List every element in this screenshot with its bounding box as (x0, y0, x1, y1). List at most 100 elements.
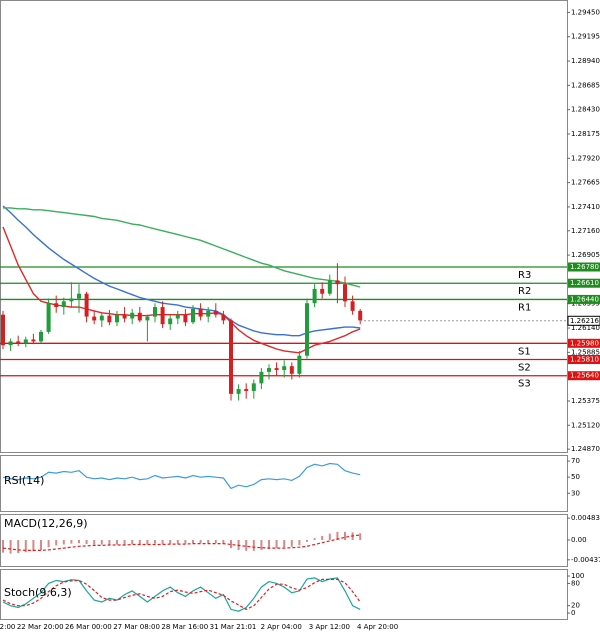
macd-bar (100, 540, 103, 545)
macd-bar (17, 540, 20, 554)
macd-bar (123, 540, 126, 545)
candle-body (69, 298, 74, 302)
macd-bar (131, 540, 134, 545)
candle-body (92, 316, 97, 321)
macd-bar (214, 540, 217, 544)
macd-bar (336, 531, 339, 540)
last-price-box (567, 315, 600, 326)
y-tick-label: 80 (571, 579, 580, 587)
candle-body (312, 288, 317, 304)
candle-body (236, 389, 241, 394)
macd-bar (321, 535, 324, 540)
level-name: S1 (518, 346, 531, 357)
y-tick-label: 1.27410 (571, 203, 600, 211)
macd-bar (161, 540, 164, 545)
y-tick-label: 1.26140 (571, 324, 600, 332)
y-tick-label: 1.28430 (571, 106, 600, 114)
macd-bar (55, 540, 58, 546)
y-tick-label: 1.27920 (571, 154, 600, 162)
x-tick-label: 22 Mar 20:00 (17, 623, 64, 631)
candle-body (213, 310, 218, 315)
level-price-box (568, 262, 600, 272)
macd-bar (116, 540, 118, 545)
level-price-label: 1.25980 (570, 339, 599, 347)
y-tick-label: 70 (571, 457, 580, 465)
candle-body (46, 303, 51, 332)
level-price-box (568, 278, 600, 288)
level-price-box (568, 371, 600, 381)
level-price-box (568, 355, 600, 365)
y-tick-label: 30 (571, 489, 580, 497)
last-price-label: 1.26216 (570, 317, 599, 325)
level-price-label: 1.26780 (570, 263, 599, 271)
y-tick-label: 1.26905 (571, 251, 600, 259)
candle-body (244, 389, 249, 391)
x-tick-label: 2 Apr 04:00 (261, 623, 302, 631)
candle-body (320, 288, 325, 294)
level-price-label: 1.26610 (570, 279, 599, 287)
macd-bar (207, 540, 210, 544)
candle-body (343, 284, 347, 302)
candle-body (8, 341, 13, 346)
macd-bar (306, 540, 308, 542)
y-tick-label: 1.28940 (571, 57, 600, 65)
macd-bar (199, 540, 202, 544)
level-name: S3 (518, 379, 531, 390)
macd-bar (245, 540, 248, 551)
candle-body (175, 314, 180, 319)
indicator-title: Stoch(9,6,3) (4, 586, 72, 599)
level-price-label: 1.26440 (570, 295, 599, 303)
y-tick-label: 1.24870 (571, 445, 600, 453)
x-tick-label: 27 Mar 08:00 (113, 623, 160, 631)
panel-frame (0, 0, 568, 453)
candle-body (183, 314, 188, 323)
y-tick-label: 1.27665 (571, 179, 600, 187)
moving-average (3, 207, 361, 288)
candle-body (23, 339, 28, 344)
indicator-title: RSI(14) (4, 474, 44, 487)
macd-bar (359, 533, 362, 540)
macd-bar (47, 540, 50, 548)
macd-bar (328, 533, 331, 540)
y-tick-label: 1.28175 (571, 130, 600, 138)
candle-body (229, 320, 233, 394)
y-tick-label: 1.25885 (571, 348, 600, 356)
macd-bar (9, 540, 12, 554)
macd-bar (230, 540, 232, 549)
moving-average (2, 205, 361, 337)
candle-body (267, 368, 271, 372)
macd-bar (146, 540, 149, 545)
y-tick-label: 1.25120 (571, 421, 600, 429)
x-tick-label: 28 Mar 16:00 (161, 623, 208, 631)
indicator-line (2, 577, 361, 612)
level-price-box (568, 338, 600, 348)
macd-bar (62, 540, 65, 545)
candle-body (1, 314, 5, 346)
y-tick-label: 100 (571, 572, 584, 580)
candle-body (350, 301, 355, 311)
candle-body (206, 310, 211, 317)
candle-body (16, 341, 21, 344)
candle-body (122, 314, 127, 319)
level-price-box (568, 294, 600, 304)
macd-bar (85, 540, 88, 545)
x-tick-label: 21 Mar 12:00 (0, 623, 15, 631)
macd-bar (176, 540, 179, 544)
macd-bar (222, 540, 225, 544)
candle-body (282, 366, 287, 370)
candle-body (358, 310, 363, 321)
level-name: R2 (518, 286, 531, 297)
candle-body (274, 368, 279, 370)
candle-body (251, 383, 256, 391)
candle-body (289, 366, 294, 374)
macd-bar (290, 540, 293, 547)
macd-bar (192, 540, 194, 544)
macd-bar (138, 540, 141, 545)
indicator-line (2, 578, 361, 611)
candle-body (168, 318, 173, 325)
macd-bar (283, 540, 286, 548)
candle-body (191, 308, 195, 323)
y-tick-label: 1.29195 (571, 33, 600, 41)
candle-body (77, 293, 81, 299)
